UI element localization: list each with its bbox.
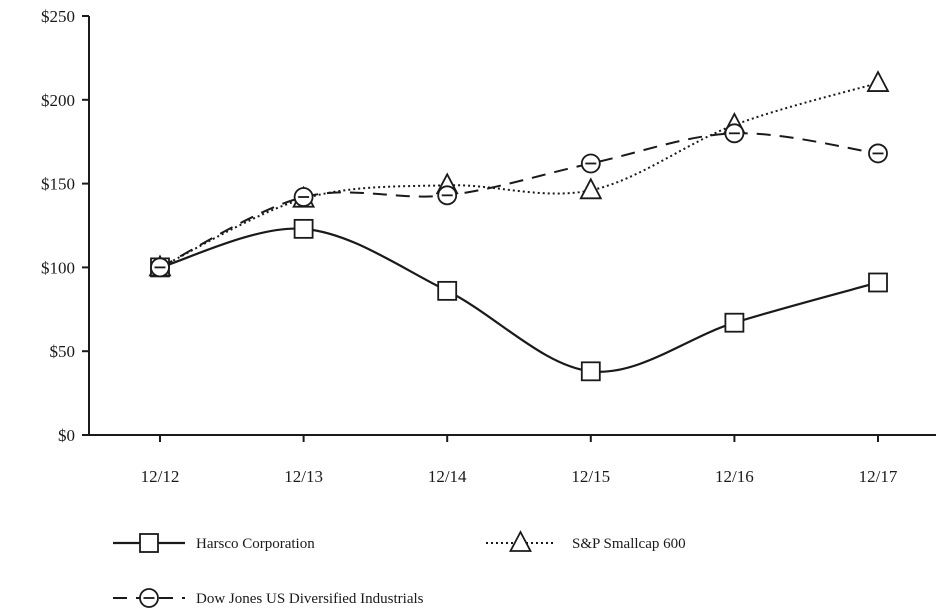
data-point-square-marker [293, 218, 314, 239]
data-point-circle-dash-marker [868, 143, 888, 164]
legend-label: Harsco Corporation [196, 536, 315, 552]
x-tick-label: 12/12 [141, 467, 180, 486]
data-point-circle-dash-marker [580, 153, 601, 174]
x-tick-label: 12/13 [284, 467, 323, 486]
y-tick-label: $100 [41, 258, 75, 277]
legend-triangle-marker [509, 530, 532, 552]
legend-circle-dash-marker [139, 588, 159, 608]
y-tick-label: $50 [50, 342, 76, 361]
legend-item: Dow Jones US Diversified Industrials [113, 588, 424, 608]
x-ticks: 12/12 12/13 12/14 12/15 12/16 12/17 [141, 435, 898, 486]
y-tick-label: $200 [41, 91, 75, 110]
axes [88, 16, 936, 436]
series-markers [148, 70, 890, 382]
x-tick-label: 12/14 [428, 467, 467, 486]
legend-item: Harsco Corporation [113, 533, 315, 553]
legend-label: Dow Jones US Diversified Industrials [196, 591, 424, 607]
data-point-circle-dash-marker [150, 257, 170, 278]
legend-item: S&P Smallcap 600 [486, 530, 686, 552]
data-point-triangle-marker [579, 177, 603, 200]
data-point-square-marker [580, 361, 601, 382]
x-tick-label: 12/16 [715, 467, 754, 486]
data-point-circle-dash-marker [724, 123, 745, 144]
data-point-circle-dash-marker [293, 187, 314, 207]
y-tick-label: $150 [41, 175, 75, 194]
series-line-0 [159, 227, 879, 373]
data-point-square-marker [868, 272, 888, 293]
x-tick-label: 12/17 [859, 467, 898, 486]
data-point-square-marker [437, 280, 458, 301]
x-tick-label: 12/15 [571, 467, 610, 486]
legend-square-marker [139, 533, 159, 553]
legend: Harsco Corporation S&P Smallcap 600 Dow Jo… [113, 530, 686, 608]
data-point-triangle-marker [866, 70, 890, 92]
series-line-2 [159, 132, 879, 269]
y-ticks: $0 $50 $100 $150 $200 $250 [41, 7, 89, 445]
series-line-1 [159, 82, 879, 269]
legend-label: S&P Smallcap 600 [572, 536, 686, 552]
data-point-circle-dash-marker [437, 185, 458, 206]
y-tick-label: $0 [58, 426, 75, 445]
series-lines [159, 82, 879, 373]
data-point-square-marker [724, 312, 745, 333]
y-tick-label: $250 [41, 7, 75, 26]
